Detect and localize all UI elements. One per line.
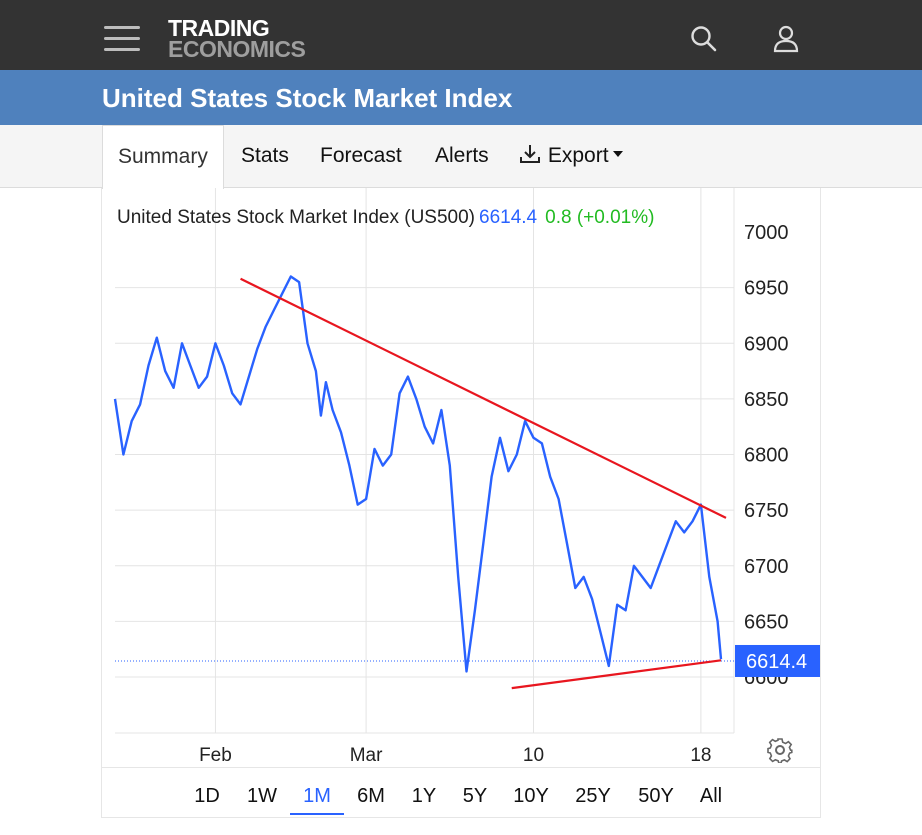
trendline (511, 659, 722, 690)
range-button-1d[interactable]: 1D (194, 785, 220, 807)
range-button-all[interactable]: All (699, 785, 723, 807)
x-tick-label: 10 (523, 745, 544, 766)
range-button-5y[interactable]: 5Y (462, 785, 488, 807)
range-button-1m[interactable]: 1M (303, 785, 331, 807)
x-tick-label: Feb (199, 745, 232, 766)
range-button-50y[interactable]: 50Y (638, 785, 674, 807)
y-tick-label: 6950 (744, 278, 789, 300)
y-tick-label: 6700 (744, 556, 789, 578)
legend-price: 6614.4 (479, 207, 538, 228)
active-range-indicator (290, 813, 344, 815)
range-button-6m[interactable]: 6M (357, 785, 385, 807)
range-button-10y[interactable]: 10Y (513, 785, 549, 807)
chart-legend: United States Stock Market Index (US500)… (117, 207, 654, 229)
y-tick-label: 6900 (744, 333, 789, 355)
y-tick-label: 6850 (744, 389, 789, 411)
menu-icon[interactable] (104, 26, 140, 52)
page-title-bar: United States Stock Market Index (0, 70, 922, 125)
gear-icon[interactable] (767, 737, 793, 763)
tab-summary[interactable]: Summary (102, 125, 224, 189)
trendline (240, 277, 727, 519)
tab-bar: Summary Stats Forecast Alerts Export (0, 125, 922, 189)
range-button-1w[interactable]: 1W (247, 785, 277, 807)
chart-container (101, 188, 821, 818)
series-line (113, 275, 723, 673)
tab-export-label: Export (547, 144, 609, 167)
tab-forecast[interactable]: Forecast (320, 144, 402, 167)
y-tick-label: 6800 (744, 445, 789, 467)
search-icon[interactable] (689, 24, 719, 54)
top-navbar: TRADING ECONOMICS (0, 0, 922, 70)
tab-export[interactable]: Export (518, 125, 623, 188)
chevron-down-icon (612, 151, 623, 158)
last-value-label: 6614.4 (746, 651, 807, 673)
y-tick-label: 6650 (744, 611, 789, 633)
legend-change: 0.8 (+0.01%) (545, 207, 655, 228)
range-button-25y[interactable]: 25Y (575, 785, 611, 807)
trading-economics-logo[interactable]: TRADING ECONOMICS (168, 15, 306, 62)
download-icon (520, 145, 540, 163)
tab-stats[interactable]: Stats (241, 144, 289, 167)
user-icon[interactable] (771, 24, 801, 54)
last-value-tag (735, 644, 820, 677)
y-tick-label: 6750 (744, 500, 789, 522)
page-title: United States Stock Market Index (102, 83, 513, 113)
range-button-1y[interactable]: 1Y (411, 785, 437, 807)
x-tick-label: 18 (690, 745, 711, 766)
time-range-bar (101, 767, 821, 818)
logo-line-1: TRADING (168, 15, 270, 41)
x-tick-label: Mar (350, 745, 383, 766)
tab-alerts[interactable]: Alerts (435, 144, 489, 167)
logo-line-2: ECONOMICS (168, 36, 306, 62)
y-tick-label: 7000 (744, 222, 789, 244)
legend-series-name: United States Stock Market Index (US500) (117, 207, 475, 228)
